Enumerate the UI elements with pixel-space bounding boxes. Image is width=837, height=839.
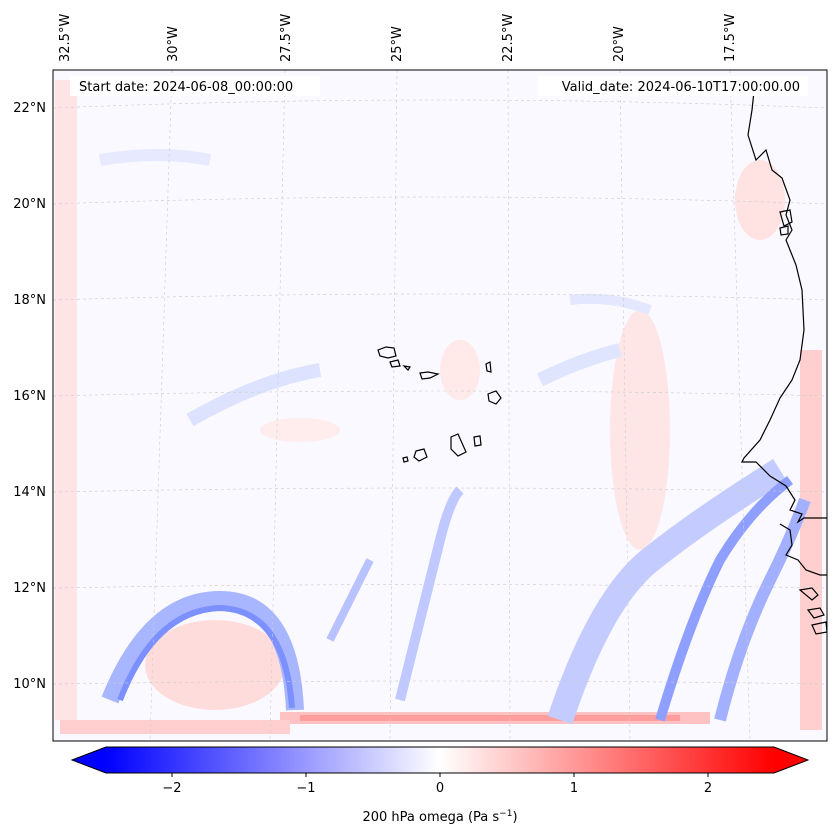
gridline-lat-22n <box>52 99 828 109</box>
lat-tick-label: 18°N <box>13 293 46 308</box>
senegal-river-mouth <box>779 209 793 236</box>
omega-positive-patch <box>440 340 480 400</box>
island-boa-vista <box>487 390 502 405</box>
lon-tick-label: 27.5°W <box>279 14 294 62</box>
colorbar-tick-label: 2 <box>704 781 712 796</box>
omega-negative-streak <box>569 293 652 315</box>
gridline-lat-10n <box>52 680 828 685</box>
lat-tick-label: 12°N <box>13 581 46 596</box>
latitude-axis: 22°N 20°N 18°N 16°N 14°N 12°N 10°N <box>13 101 46 692</box>
island-santa-luzia <box>402 365 412 371</box>
omega-positive-patch <box>260 418 340 442</box>
omega-negative-band <box>547 458 787 725</box>
omega-positive-patch <box>735 160 785 240</box>
island-sal <box>485 361 492 373</box>
omega-negative-streak <box>536 343 622 387</box>
gridline-lon-30w <box>149 69 173 742</box>
cape-verde-islands <box>377 346 502 463</box>
start-date-label: Start date: 2024-06-08_00:00:00 <box>79 80 293 95</box>
omega-negative-arc <box>101 590 304 711</box>
colorbar-tick-label: −1 <box>296 781 315 796</box>
lat-tick-label: 16°N <box>13 389 46 404</box>
omega-negative-band <box>714 497 811 722</box>
omega-positive-bottom-left <box>60 720 290 734</box>
colorbar-outline <box>70 746 810 774</box>
omega-field <box>55 80 822 734</box>
lat-tick-label: 10°N <box>13 677 46 692</box>
lon-tick-label: 22.5°W <box>501 14 516 62</box>
lat-tick-label: 22°N <box>13 101 46 116</box>
map-frame <box>52 69 828 742</box>
gridline-lon-17-5w <box>729 69 751 742</box>
island-santiago <box>450 433 467 457</box>
bijagos-islands <box>798 587 827 635</box>
omega-positive-patch <box>145 620 285 710</box>
lon-tick-label: 17.5°W <box>723 14 738 62</box>
island-brava <box>402 456 409 463</box>
omega-negative-band <box>655 476 794 722</box>
colorbar-extend-min <box>72 747 106 773</box>
omega-negative-streak <box>326 558 374 642</box>
island-sao-vicente <box>389 359 401 368</box>
omega-negative-streak <box>395 486 464 702</box>
valid-date-box <box>538 76 808 96</box>
island-fogo <box>413 448 428 462</box>
omega-negative-streak <box>186 363 322 427</box>
omega-negative-streak <box>99 149 212 166</box>
map-panel: Start date: 2024-06-08_00:00:00 Valid_da… <box>52 69 828 742</box>
gridlines <box>52 69 828 742</box>
lon-tick-label: 20°W <box>612 26 627 62</box>
african-coastline-south <box>779 523 827 576</box>
gridline-lat-20n <box>52 196 828 205</box>
african-coastline <box>741 81 827 524</box>
longitude-axis: 32.5°W 30°W 27.5°W 25°W 22.5°W 20°W 17.5… <box>58 14 738 62</box>
valid-date-label: Valid_date: 2024-06-10T17:00:00.00 <box>562 80 800 95</box>
island-santo-antao <box>377 346 397 359</box>
colorbar-title: 200 hPa omega (Pa s−1) <box>362 809 517 825</box>
gridline-lat-12n <box>52 584 828 589</box>
omega-negative-arc-core <box>117 604 295 709</box>
gridline-lat-18n <box>52 293 828 301</box>
island-sao-nicolau <box>419 371 440 380</box>
colorbar-tick-label: 0 <box>436 781 444 796</box>
gridline-lon-25w <box>389 69 398 742</box>
gridline-lat-16n <box>52 390 828 397</box>
coastlines <box>741 81 827 635</box>
lon-tick-label: 30°W <box>166 26 181 62</box>
omega-positive-right-edge <box>800 350 822 730</box>
lat-tick-label: 14°N <box>13 485 46 500</box>
omega-positive-bottom-band-core <box>300 715 680 721</box>
lon-tick-label: 25°W <box>390 26 405 62</box>
omega-positive-left-edge <box>55 80 77 720</box>
colorbar-extend-max <box>774 747 808 773</box>
island-maio <box>473 435 482 447</box>
gridline-lon-20w <box>619 69 631 742</box>
lon-tick-label: 32.5°W <box>58 14 73 62</box>
gridline-lon-27-5w <box>269 69 286 742</box>
colorbar-tick-label: −2 <box>162 781 181 796</box>
gridline-lat-14n <box>52 487 828 493</box>
colorbar-body <box>106 747 774 773</box>
colorbar-tick-label: 1 <box>570 781 578 796</box>
gridline-lon-22-5w <box>507 69 511 742</box>
colorbar: −2 −1 0 1 2 200 hPa omega (Pa s−1) <box>70 746 810 825</box>
start-date-box <box>70 76 320 96</box>
omega-positive-patch <box>610 310 670 550</box>
lat-tick-label: 20°N <box>13 197 46 212</box>
